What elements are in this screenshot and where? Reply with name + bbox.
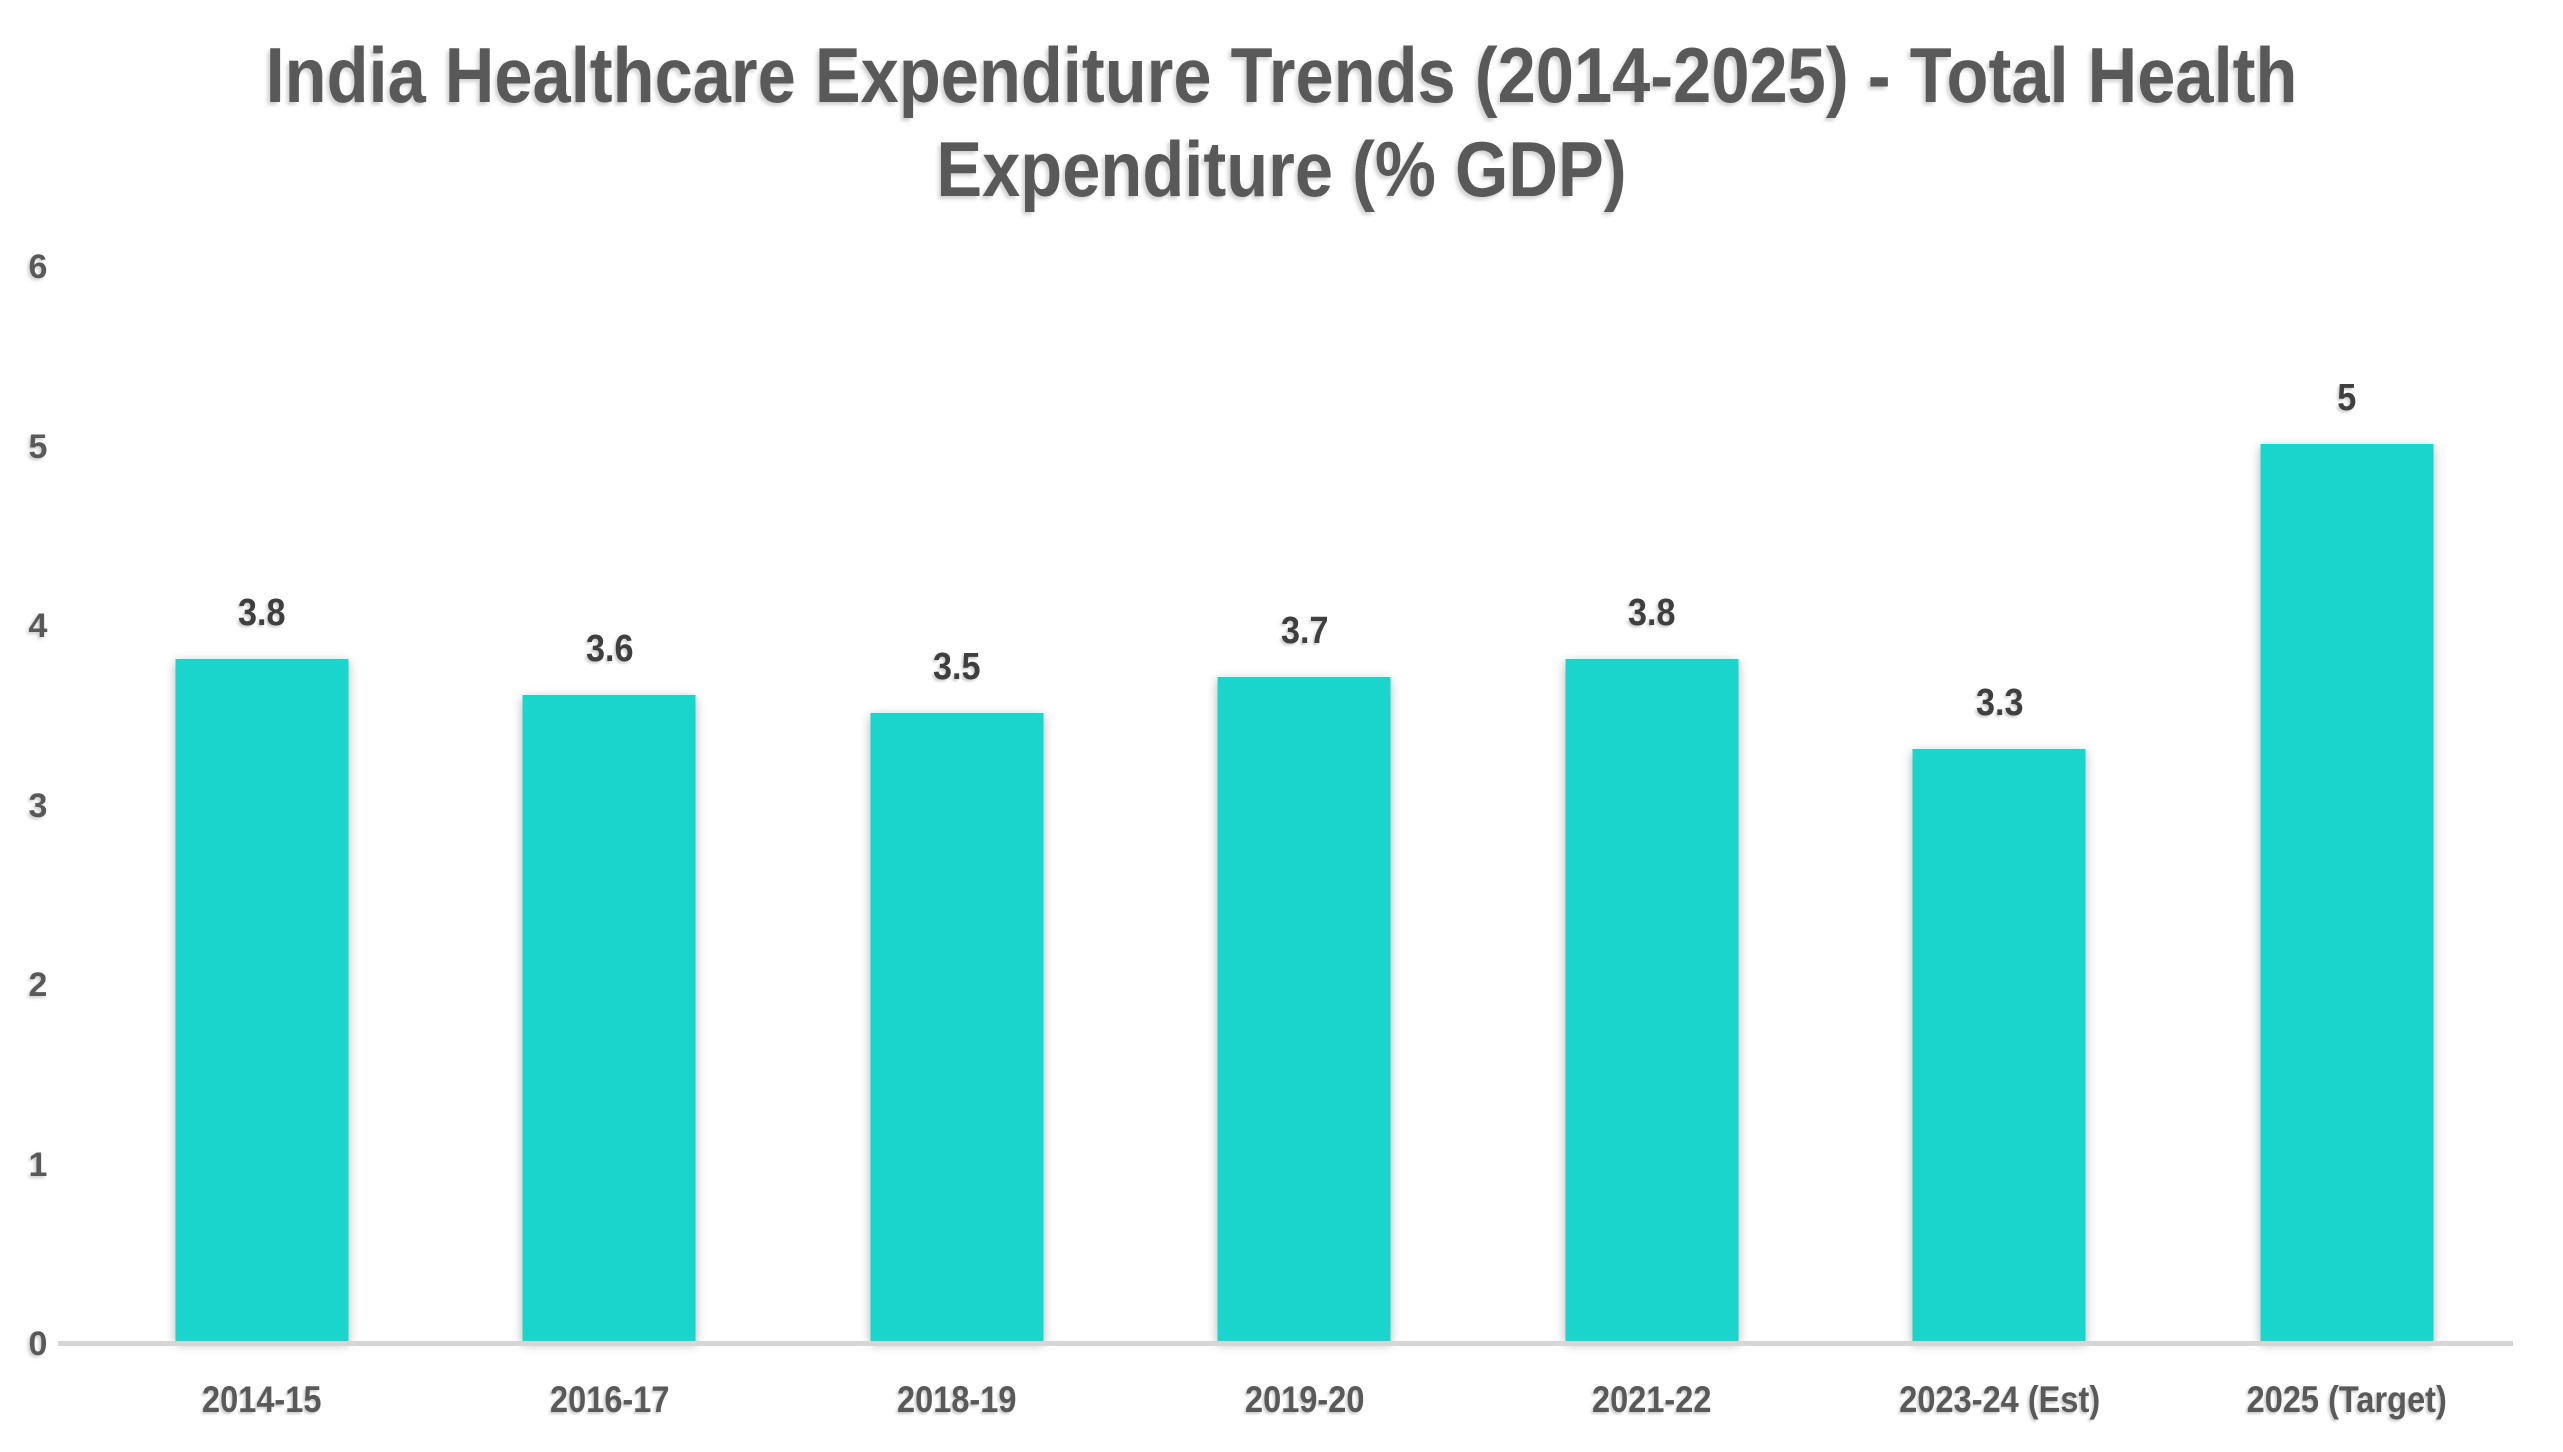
x-category-label: 2014-15	[201, 1379, 322, 1420]
y-tick-label: 0	[28, 1325, 48, 1363]
bar	[522, 694, 696, 1341]
bar	[1217, 676, 1391, 1341]
y-tick-label: 1	[28, 1145, 48, 1184]
x-category-label: 2025 (Target)	[2246, 1379, 2447, 1420]
bar-column: 3.5	[783, 264, 1131, 1341]
x-category-label: 2019-20	[1244, 1379, 1364, 1420]
bar	[870, 712, 1044, 1341]
chart-title-line-1: India Healthcare Expenditure Trends (201…	[265, 31, 2298, 119]
x-category-label: 2016-17	[549, 1379, 669, 1420]
plot-area: 3.8 3.6 3.5 3.7 3.8 3.3 5	[0, 264, 2563, 1341]
bar-column: 3.8	[88, 264, 436, 1341]
x-category-label: 2023-24 (Est)	[1898, 1379, 2100, 1420]
x-axis-baseline	[58, 1341, 2513, 1346]
bar-value-label: 3.8	[237, 591, 286, 634]
y-tick-label: 2	[28, 966, 48, 1004]
bar	[1565, 658, 1739, 1341]
bar-value-label: 3.3	[1975, 681, 2024, 724]
bar-column: 3.8	[1478, 264, 1826, 1341]
bar	[2260, 443, 2434, 1341]
y-tick-label: 5	[28, 427, 48, 466]
bar-column: 5	[2173, 264, 2521, 1341]
bar-value-label: 3.7	[1280, 609, 1329, 652]
chart-title: India Healthcare Expenditure Trends (201…	[0, 28, 2563, 216]
y-tick-label: 4	[28, 607, 48, 645]
bar-value-label: 3.5	[932, 645, 981, 688]
chart-title-line-2: Expenditure (% GDP)	[936, 125, 1627, 213]
y-tick-label: 3	[28, 786, 48, 825]
y-tick-label: 6	[28, 248, 48, 286]
bar-column: 3.6	[436, 264, 784, 1341]
bar	[1912, 748, 2086, 1341]
bar-value-label: 3.8	[1627, 591, 1676, 634]
bar-column: 3.3	[1826, 264, 2174, 1341]
bar-column: 3.7	[1131, 264, 1479, 1341]
bar-value-label: 3.6	[585, 627, 634, 670]
x-category-label: 2018-19	[896, 1379, 1017, 1420]
bar-value-label: 5	[2337, 376, 2357, 419]
bar	[175, 658, 349, 1341]
x-category-label: 2021-22	[1591, 1379, 1712, 1420]
